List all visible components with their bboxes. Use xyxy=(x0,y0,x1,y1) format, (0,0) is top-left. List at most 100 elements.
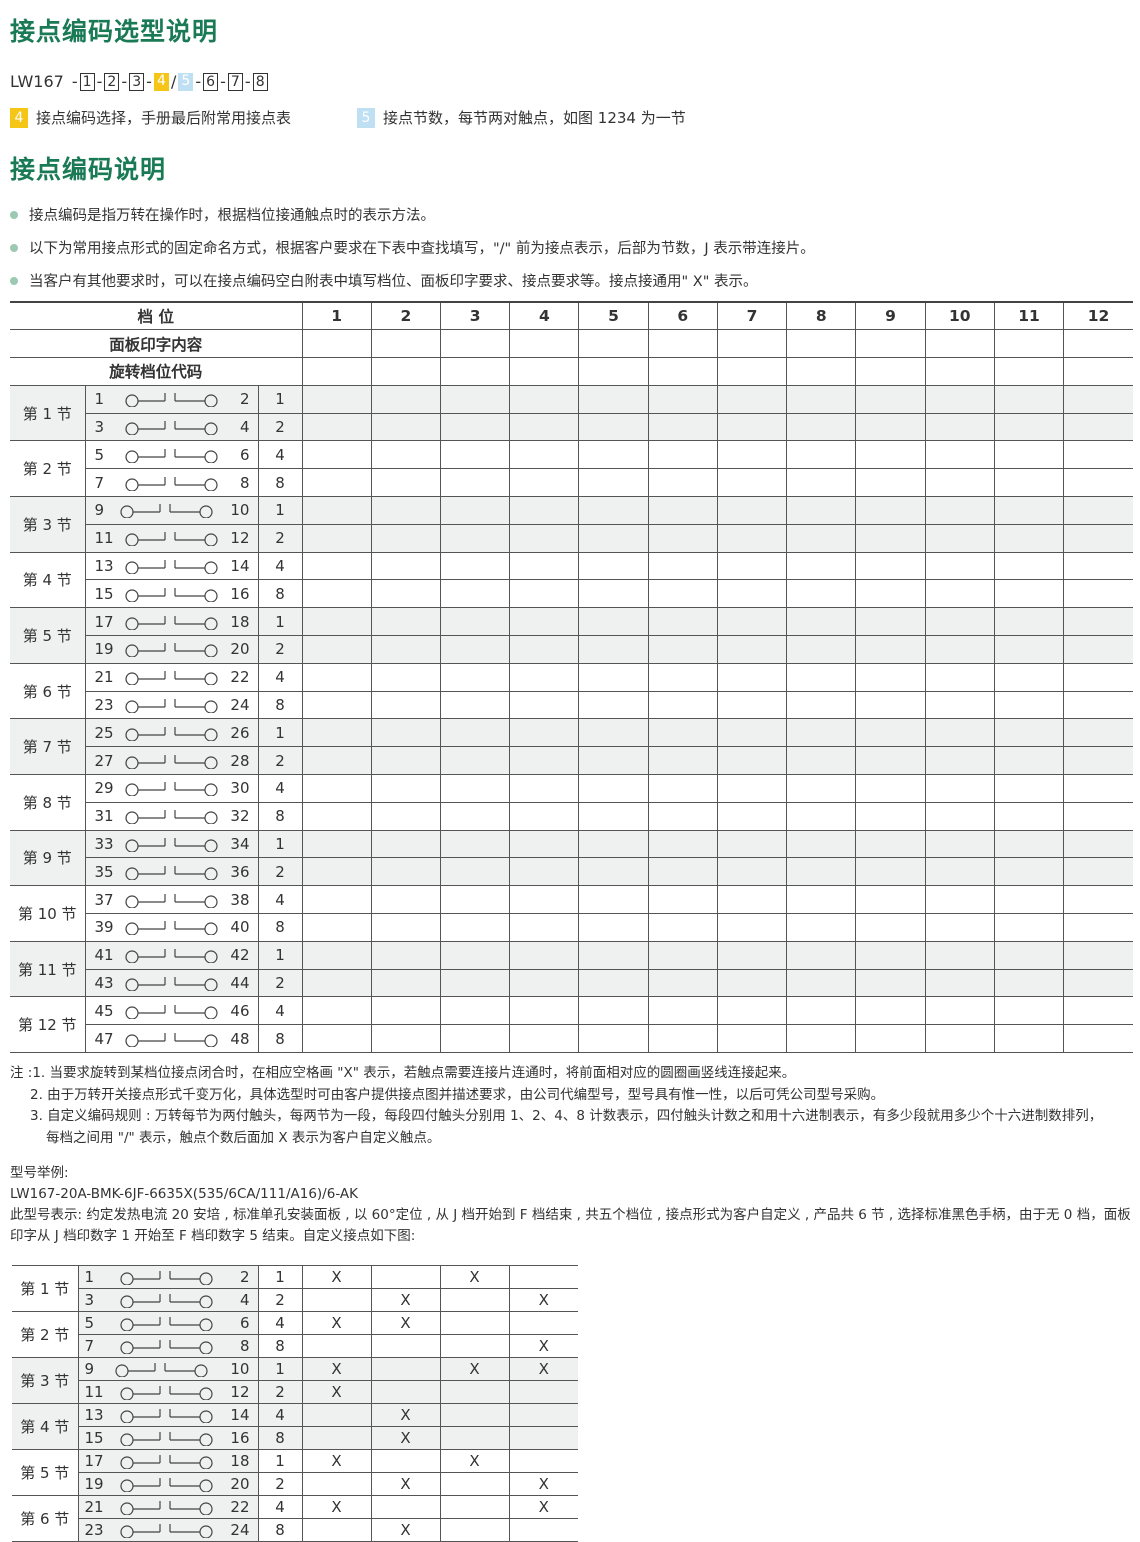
input-cell[interactable] xyxy=(924,857,995,887)
input-cell[interactable] xyxy=(786,968,857,998)
input-cell[interactable] xyxy=(509,579,580,609)
input-cell[interactable] xyxy=(439,829,511,859)
input-cell[interactable] xyxy=(439,662,511,692)
input-cell[interactable] xyxy=(993,746,1065,776)
input-cell[interactable] xyxy=(855,662,926,692)
input-cell[interactable] xyxy=(370,468,441,498)
input-cell[interactable] xyxy=(1063,662,1133,692)
input-cell[interactable] xyxy=(1063,885,1133,915)
input-cell[interactable] xyxy=(439,384,511,414)
input-cell[interactable] xyxy=(509,829,580,859)
input-cell[interactable] xyxy=(578,440,649,470)
input-cell[interactable] xyxy=(993,718,1065,748)
input-cell[interactable] xyxy=(855,357,926,386)
input-cell[interactable] xyxy=(647,579,718,609)
input-cell[interactable] xyxy=(370,829,441,859)
input-cell[interactable] xyxy=(855,579,926,609)
input-cell[interactable] xyxy=(786,718,857,748)
input-cell[interactable] xyxy=(301,801,372,831)
input-cell[interactable] xyxy=(993,968,1065,998)
input-cell[interactable] xyxy=(370,579,441,609)
input-cell[interactable] xyxy=(578,690,649,720)
input-cell[interactable] xyxy=(924,329,995,359)
input-cell[interactable] xyxy=(924,440,995,470)
input-cell[interactable] xyxy=(716,829,788,859)
input-cell[interactable] xyxy=(647,496,718,525)
input-cell[interactable] xyxy=(786,635,857,664)
input-cell[interactable] xyxy=(370,440,441,470)
input-cell[interactable] xyxy=(370,774,441,803)
input-cell[interactable] xyxy=(924,551,995,581)
input-cell[interactable] xyxy=(716,1024,788,1054)
input-cell[interactable] xyxy=(1063,690,1133,720)
input-cell[interactable] xyxy=(439,718,511,748)
input-cell[interactable] xyxy=(716,412,788,442)
input-cell[interactable] xyxy=(439,496,511,525)
input-cell[interactable] xyxy=(370,384,441,414)
input-cell[interactable] xyxy=(301,635,372,664)
input-cell[interactable] xyxy=(370,412,441,442)
input-cell[interactable] xyxy=(993,662,1065,692)
input-cell[interactable] xyxy=(439,801,511,831)
input-cell[interactable] xyxy=(786,885,857,915)
input-cell[interactable] xyxy=(855,551,926,581)
input-cell[interactable] xyxy=(509,718,580,748)
input-cell[interactable] xyxy=(993,885,1065,915)
input-cell[interactable] xyxy=(301,718,372,748)
input-cell[interactable] xyxy=(993,440,1065,470)
input-cell[interactable] xyxy=(509,885,580,915)
input-cell[interactable] xyxy=(370,523,441,553)
input-cell[interactable] xyxy=(786,662,857,692)
input-cell[interactable] xyxy=(370,551,441,581)
input-cell[interactable] xyxy=(301,357,372,386)
input-cell[interactable] xyxy=(786,940,857,970)
input-cell[interactable] xyxy=(578,857,649,887)
input-cell[interactable] xyxy=(716,496,788,525)
input-cell[interactable] xyxy=(993,468,1065,498)
input-cell[interactable] xyxy=(993,996,1065,1026)
input-cell[interactable] xyxy=(439,412,511,442)
input-cell[interactable] xyxy=(924,690,995,720)
input-cell[interactable] xyxy=(716,523,788,553)
input-cell[interactable] xyxy=(647,690,718,720)
input-cell[interactable] xyxy=(647,523,718,553)
input-cell[interactable] xyxy=(439,857,511,887)
input-cell[interactable] xyxy=(439,913,511,942)
input-cell[interactable] xyxy=(1063,718,1133,748)
input-cell[interactable] xyxy=(439,996,511,1026)
input-cell[interactable] xyxy=(716,607,788,637)
input-cell[interactable] xyxy=(301,940,372,970)
input-cell[interactable] xyxy=(370,857,441,887)
input-cell[interactable] xyxy=(578,523,649,553)
input-cell[interactable] xyxy=(370,940,441,970)
input-cell[interactable] xyxy=(924,468,995,498)
input-cell[interactable] xyxy=(924,940,995,970)
input-cell[interactable] xyxy=(578,829,649,859)
input-cell[interactable] xyxy=(578,940,649,970)
input-cell[interactable] xyxy=(509,635,580,664)
input-cell[interactable] xyxy=(924,913,995,942)
input-cell[interactable] xyxy=(1063,996,1133,1026)
input-cell[interactable] xyxy=(855,607,926,637)
input-cell[interactable] xyxy=(509,440,580,470)
input-cell[interactable] xyxy=(647,551,718,581)
input-cell[interactable] xyxy=(439,940,511,970)
input-cell[interactable] xyxy=(647,996,718,1026)
input-cell[interactable] xyxy=(924,496,995,525)
input-cell[interactable] xyxy=(716,357,788,386)
input-cell[interactable] xyxy=(578,885,649,915)
input-cell[interactable] xyxy=(509,774,580,803)
input-cell[interactable] xyxy=(924,607,995,637)
input-cell[interactable] xyxy=(301,662,372,692)
input-cell[interactable] xyxy=(370,718,441,748)
input-cell[interactable] xyxy=(786,690,857,720)
input-cell[interactable] xyxy=(1063,357,1133,386)
input-cell[interactable] xyxy=(647,968,718,998)
input-cell[interactable] xyxy=(716,996,788,1026)
input-cell[interactable] xyxy=(855,885,926,915)
input-cell[interactable] xyxy=(301,579,372,609)
input-cell[interactable] xyxy=(509,523,580,553)
input-cell[interactable] xyxy=(716,551,788,581)
input-cell[interactable] xyxy=(993,579,1065,609)
input-cell[interactable] xyxy=(786,440,857,470)
